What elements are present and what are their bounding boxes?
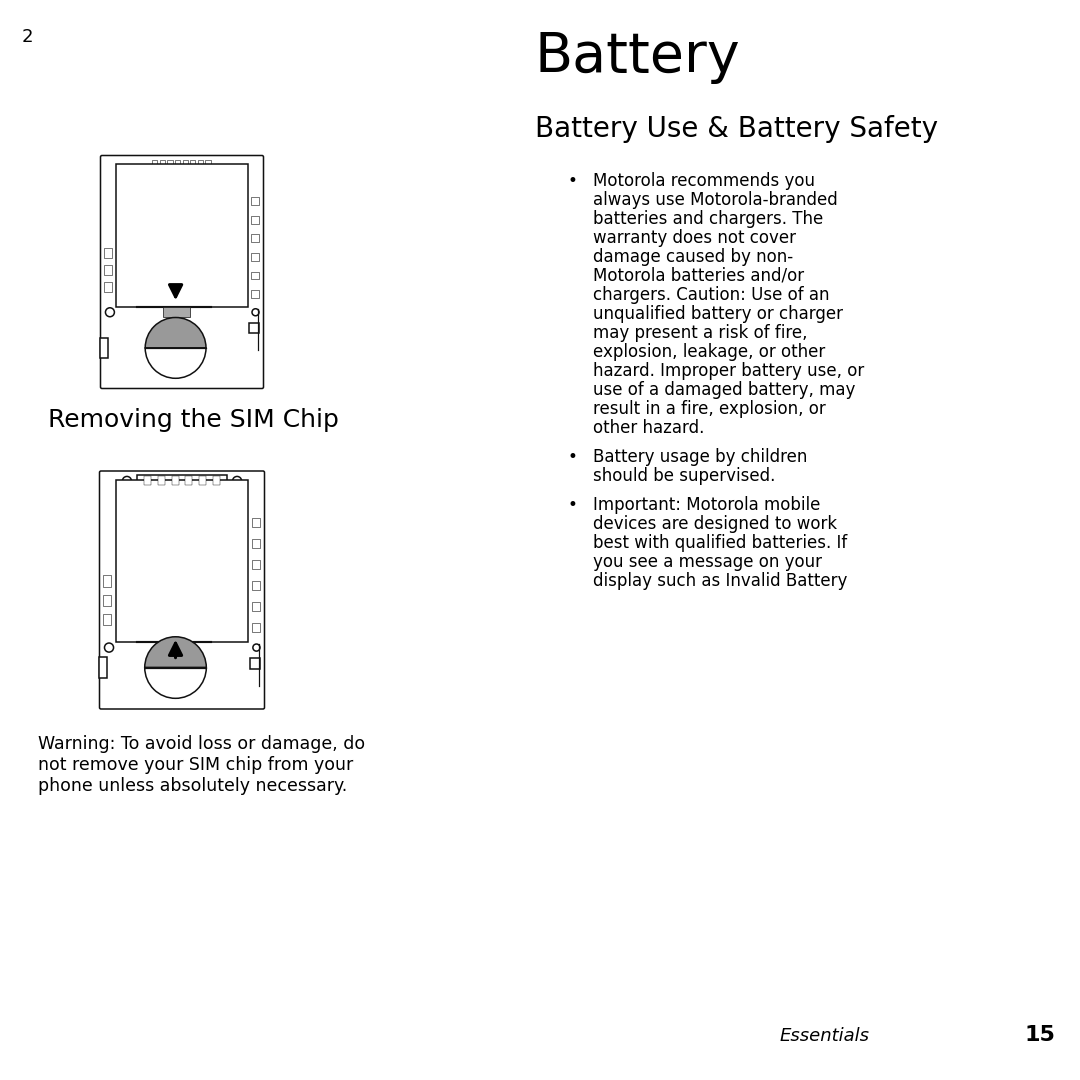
- Bar: [252, 291, 259, 298]
- Text: result in a fire, explosion, or: result in a fire, explosion, or: [593, 400, 826, 418]
- Bar: [104, 282, 112, 293]
- Bar: [158, 476, 165, 486]
- Wedge shape: [145, 637, 206, 667]
- Text: Motorola recommends you: Motorola recommends you: [593, 172, 815, 190]
- Text: may present a risk of fire,: may present a risk of fire,: [593, 324, 808, 342]
- Text: best with qualified batteries. If: best with qualified batteries. If: [593, 534, 847, 552]
- Bar: [252, 234, 259, 242]
- Text: use of a damaged battery, may: use of a damaged battery, may: [593, 381, 855, 399]
- Bar: [199, 476, 206, 486]
- Bar: [252, 271, 259, 280]
- Text: •: •: [568, 448, 578, 465]
- Bar: [175, 160, 180, 167]
- Bar: [252, 581, 260, 590]
- Bar: [98, 657, 108, 678]
- Bar: [104, 266, 112, 275]
- Bar: [116, 480, 248, 642]
- Text: unqualified battery or charger: unqualified battery or charger: [593, 305, 843, 323]
- Text: Essentials: Essentials: [780, 1027, 870, 1045]
- Text: Battery Use & Battery Safety: Battery Use & Battery Safety: [535, 114, 939, 143]
- Bar: [190, 160, 195, 167]
- Bar: [152, 160, 158, 167]
- Text: always use Motorola-branded: always use Motorola-branded: [593, 191, 838, 210]
- Bar: [198, 160, 203, 167]
- Bar: [252, 253, 259, 261]
- Bar: [205, 160, 211, 167]
- Circle shape: [253, 644, 260, 651]
- Text: should be supervised.: should be supervised.: [593, 467, 775, 485]
- Bar: [186, 476, 192, 486]
- Bar: [104, 248, 112, 258]
- FancyBboxPatch shape: [100, 156, 264, 389]
- Bar: [137, 474, 227, 487]
- FancyBboxPatch shape: [99, 471, 265, 708]
- Bar: [104, 576, 111, 586]
- Wedge shape: [145, 318, 206, 348]
- Circle shape: [122, 476, 132, 486]
- Bar: [163, 642, 190, 652]
- Bar: [252, 539, 260, 548]
- Bar: [249, 658, 260, 669]
- Circle shape: [105, 643, 113, 652]
- Circle shape: [106, 308, 114, 316]
- Bar: [252, 623, 260, 632]
- Bar: [160, 160, 165, 167]
- Text: 15: 15: [1024, 1025, 1055, 1045]
- Bar: [183, 160, 188, 167]
- Text: phone unless absolutely necessary.: phone unless absolutely necessary.: [38, 777, 348, 795]
- Bar: [252, 198, 259, 205]
- Text: hazard. Improper battery use, or: hazard. Improper battery use, or: [593, 362, 864, 380]
- Text: other hazard.: other hazard.: [593, 419, 704, 437]
- Circle shape: [252, 309, 259, 315]
- Bar: [213, 476, 220, 486]
- Text: Warning: To avoid loss or damage, do: Warning: To avoid loss or damage, do: [38, 735, 365, 753]
- Bar: [99, 338, 108, 359]
- Wedge shape: [145, 348, 206, 378]
- Text: warranty does not cover: warranty does not cover: [593, 229, 796, 247]
- Text: Important: Motorola mobile: Important: Motorola mobile: [593, 496, 821, 514]
- Circle shape: [232, 476, 242, 486]
- Bar: [117, 164, 247, 307]
- Bar: [252, 559, 260, 569]
- Text: batteries and chargers. The: batteries and chargers. The: [593, 210, 823, 228]
- Text: •: •: [568, 496, 578, 514]
- Bar: [252, 517, 260, 527]
- Bar: [172, 476, 178, 486]
- Text: damage caused by non-: damage caused by non-: [593, 248, 793, 266]
- Bar: [252, 216, 259, 224]
- Bar: [163, 307, 190, 316]
- Text: display such as Invalid Battery: display such as Invalid Battery: [593, 572, 848, 590]
- Bar: [144, 476, 151, 486]
- Text: Removing the SIM Chip: Removing the SIM Chip: [48, 408, 339, 432]
- Text: you see a message on your: you see a message on your: [593, 553, 822, 571]
- Text: Battery: Battery: [535, 30, 741, 84]
- Text: not remove your SIM chip from your: not remove your SIM chip from your: [38, 756, 353, 774]
- Text: devices are designed to work: devices are designed to work: [593, 515, 837, 534]
- Bar: [252, 602, 260, 611]
- Bar: [104, 595, 111, 606]
- Bar: [104, 615, 111, 625]
- Bar: [167, 160, 173, 167]
- Bar: [249, 323, 259, 333]
- Text: •: •: [568, 172, 578, 190]
- Text: 2: 2: [22, 28, 33, 46]
- Text: explosion, leakage, or other: explosion, leakage, or other: [593, 343, 825, 361]
- Text: Motorola batteries and/or: Motorola batteries and/or: [593, 267, 805, 285]
- Text: Battery usage by children: Battery usage by children: [593, 448, 808, 465]
- Text: chargers. Caution: Use of an: chargers. Caution: Use of an: [593, 286, 829, 303]
- Wedge shape: [145, 667, 206, 699]
